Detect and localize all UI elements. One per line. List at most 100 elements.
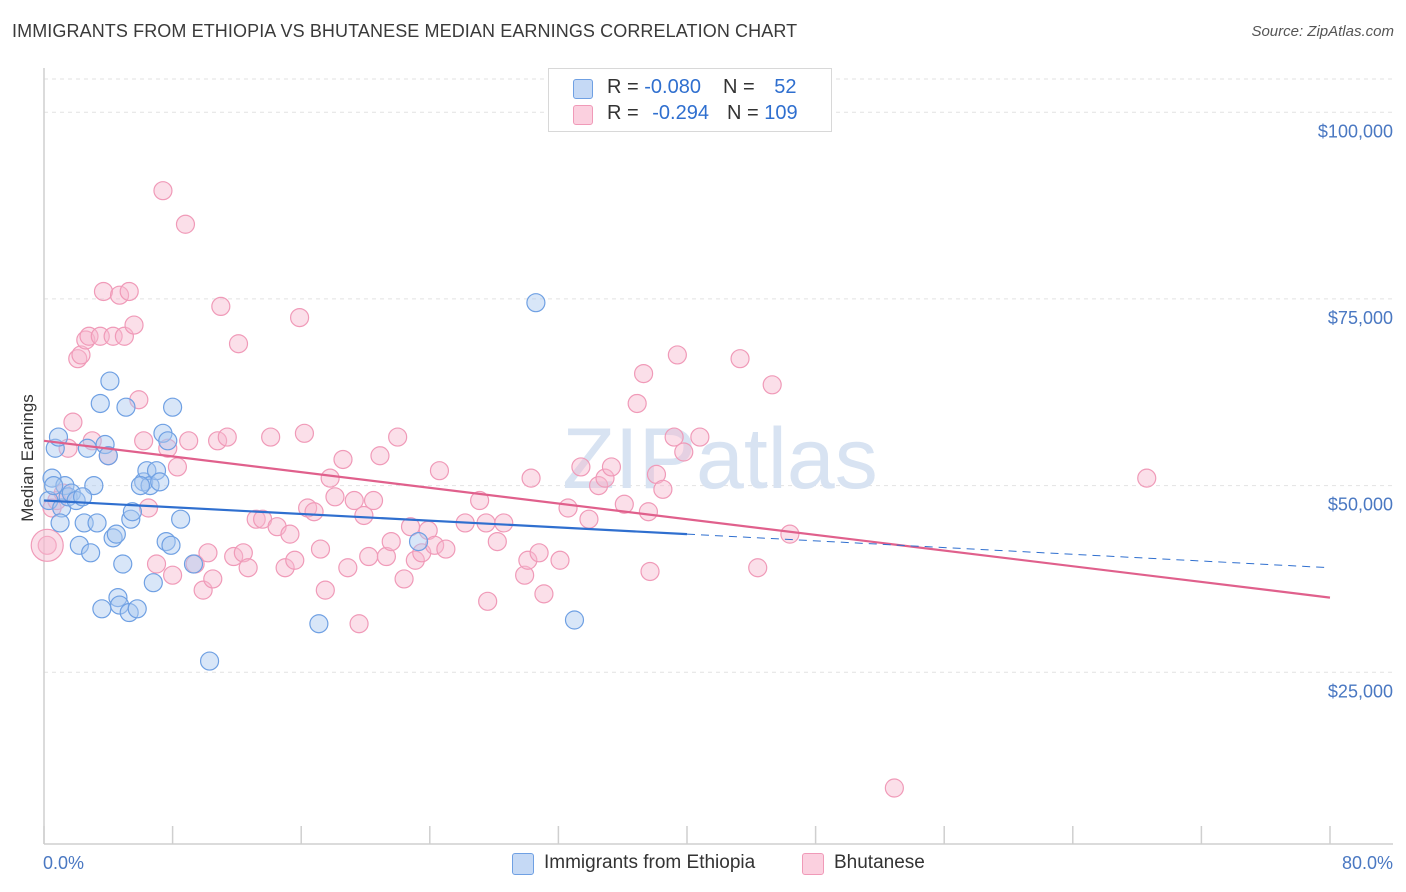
bhutanese-swatch (573, 105, 593, 125)
bhutanese-point (534, 584, 554, 604)
ethiopia-point (564, 610, 585, 630)
ethiopia-point (100, 371, 120, 391)
ethiopia-point (146, 461, 167, 481)
ethiopia-point (158, 431, 178, 451)
ethiopia-point (98, 446, 118, 466)
bhutanese-point (370, 446, 390, 466)
bhutanese-point (37, 535, 57, 555)
y-tick-labels: $25,000 $50,000 $75,000 $100,000 (1318, 121, 1393, 701)
legend-n-value-ethiopia: 52 (774, 76, 797, 98)
ethiopia-point (127, 599, 147, 619)
bhutanese-point (638, 502, 659, 522)
bhutanese-point (627, 393, 647, 414)
bhutanese-point (211, 296, 231, 316)
bhutanese-point (405, 550, 425, 570)
bhutanese-point (780, 524, 800, 544)
bhutanese-point (217, 427, 237, 447)
y-tick-label: $50,000 (1328, 495, 1393, 515)
bhutanese-point (93, 281, 114, 302)
correlation-legend: R = -0.080 N = 52 R = -0.294 N = 109 (548, 68, 832, 132)
bhutanese-point (359, 546, 379, 567)
bhutanese-point (71, 345, 91, 365)
bhutanese-trend-line (43, 439, 1331, 599)
bhutanese-point (478, 591, 498, 611)
ethiopia-point (113, 554, 133, 574)
ethiopia-point (50, 513, 70, 533)
bhutanese-point (674, 442, 694, 462)
bhutanese-point (470, 490, 490, 511)
bhutanese-point (167, 457, 188, 477)
bhutanese-point (558, 498, 578, 518)
legend-r-label: R = (607, 76, 645, 98)
bottom-legend-label: Immigrants from Ethiopia (544, 852, 756, 873)
ethiopia-point (408, 531, 429, 552)
bhutanese-point (325, 487, 345, 507)
bhutanese-point (63, 412, 83, 432)
bhutanese-point (175, 214, 196, 234)
bhutanese-swatch (802, 853, 824, 875)
legend-n-label: N = (722, 76, 761, 98)
bhutanese-point (163, 565, 183, 585)
bhutanese-point (614, 494, 634, 514)
bhutanese-point (667, 345, 687, 365)
bhutanese-point (518, 550, 538, 570)
bhutanese-point (633, 364, 654, 384)
bhutanese-point (690, 427, 710, 447)
bhutanese-point (354, 505, 374, 526)
bhutanese-point (588, 476, 609, 496)
bhutanese-point (76, 330, 96, 350)
x-tick-label-max: 80.0% (1342, 853, 1393, 873)
bhutanese-point (320, 468, 340, 488)
bhutanese-point (208, 431, 228, 451)
bhutanese-point (246, 509, 266, 529)
bhutanese-point (179, 431, 199, 451)
bhutanese-point (1137, 468, 1157, 488)
ethiopia-point (143, 573, 163, 593)
bhutanese-point (748, 558, 768, 578)
ethiopia-swatch (512, 853, 534, 875)
bhutanese-point (228, 334, 249, 354)
bhutanese-point (363, 490, 384, 511)
bhutanese-point (381, 531, 401, 552)
ethiopia-point (90, 393, 110, 414)
ethiopia-point (44, 476, 64, 496)
bhutanese-point (310, 539, 331, 559)
bhutanese-point (487, 531, 507, 552)
bhutanese-point (579, 509, 599, 529)
bhutanese-point (425, 535, 445, 555)
bhutanese-point (153, 181, 173, 201)
ethiopia-point (106, 524, 126, 544)
bhutanese-point (653, 479, 673, 499)
y-tick-label: $100,000 (1318, 121, 1393, 141)
bhutanese-point (601, 457, 622, 477)
bhutanese-point (333, 449, 353, 470)
ethiopia-point (55, 476, 75, 496)
ethiopia-point (81, 543, 101, 563)
bhutanese-point (338, 558, 358, 578)
bhutanese-point (436, 539, 456, 559)
ethiopia-point (171, 509, 191, 529)
bhutanese-point (762, 375, 782, 395)
bhutanese-point (730, 349, 750, 369)
bhutanese-point (261, 427, 281, 447)
x-tick-label-min: 0.0% (43, 853, 84, 873)
bhutanese-point (203, 569, 223, 589)
ethiopia-trend-extension (686, 533, 1331, 569)
bhutanese-point (238, 558, 258, 578)
ethiopia-point (130, 476, 151, 496)
bhutanese-point (571, 457, 591, 477)
y-tick-label: $25,000 (1328, 681, 1393, 701)
ethiopia-point (87, 513, 107, 533)
bhutanese-point (285, 550, 305, 570)
legend-r-label: R = (607, 102, 645, 124)
bhutanese-point (233, 543, 253, 563)
ethiopia-swatch (573, 79, 593, 99)
bhutanese-point (344, 490, 364, 511)
ethiopia-point (161, 535, 181, 555)
bhutanese-point (224, 546, 244, 567)
bhutanese-point (304, 502, 324, 522)
ethiopia-trend-line (43, 499, 688, 536)
bottom-legend-label: Bhutanese (834, 852, 925, 873)
bhutanese-points (30, 181, 1157, 798)
